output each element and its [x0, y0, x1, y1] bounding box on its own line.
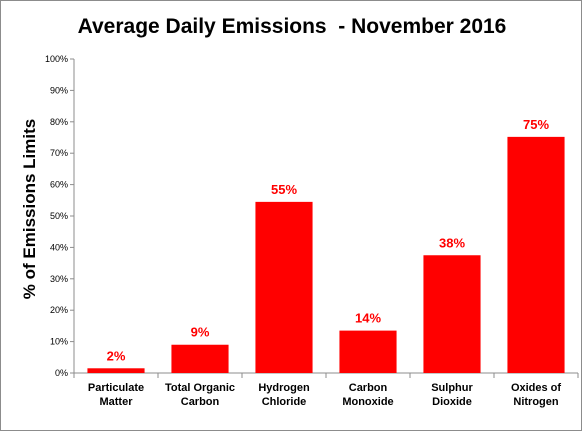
- y-tick-label: 80%: [50, 117, 68, 127]
- category-label: Nitrogen: [513, 396, 559, 408]
- category-label: Particulate: [88, 382, 144, 394]
- chart-title: Average Daily Emissions - November 2016: [77, 15, 507, 38]
- data-label: 2%: [107, 348, 126, 363]
- y-tick-label: 30%: [50, 274, 68, 284]
- y-tick-label: 60%: [50, 180, 68, 190]
- data-label: 9%: [191, 325, 210, 340]
- y-tick-label: 0%: [55, 368, 68, 378]
- y-tick-label: 40%: [50, 242, 68, 252]
- category-label: Matter: [99, 396, 133, 408]
- category-label: Carbon: [181, 396, 220, 408]
- category-label: Total Organic: [165, 382, 235, 394]
- y-tick-label: 10%: [50, 337, 68, 347]
- bar: [87, 368, 145, 373]
- y-tick-label: 100%: [45, 54, 68, 64]
- y-tick-label: 90%: [50, 85, 68, 95]
- category-label: Oxides of: [511, 382, 561, 394]
- category-label: Monoxide: [342, 396, 393, 408]
- y-tick-label: 50%: [50, 211, 68, 221]
- y-tick-label: 70%: [50, 148, 68, 158]
- data-label: 55%: [271, 182, 297, 197]
- bar: [339, 330, 397, 373]
- bar: [423, 255, 481, 373]
- category-label: Hydrogen: [258, 382, 310, 394]
- category-label: Sulphur: [431, 382, 473, 394]
- category-label: Dioxide: [432, 396, 472, 408]
- category-label: Chloride: [262, 396, 307, 408]
- bar: [255, 201, 313, 373]
- y-tick-label: 20%: [50, 305, 68, 315]
- data-label: 14%: [355, 311, 381, 326]
- category-label: Carbon: [349, 382, 388, 394]
- data-label: 75%: [523, 117, 549, 132]
- bar: [507, 136, 565, 373]
- bar: [171, 344, 229, 373]
- data-label: 38%: [439, 235, 465, 250]
